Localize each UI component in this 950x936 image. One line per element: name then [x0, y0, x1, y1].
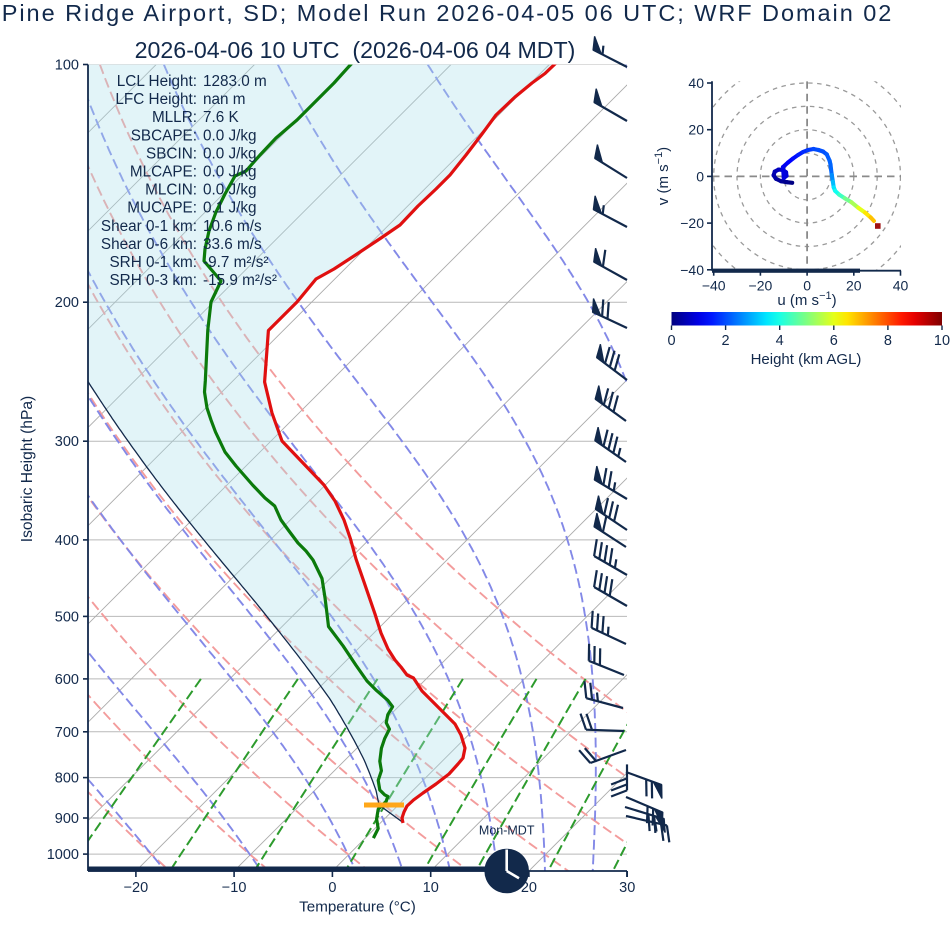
svg-text:MLLR:: MLLR: [152, 109, 197, 126]
svg-text:200: 200 [55, 295, 79, 311]
svg-text:0.0 J/kg: 0.0 J/kg [203, 145, 257, 162]
svg-text:-9.7 m²/s²: -9.7 m²/s² [203, 254, 268, 271]
svg-text:7.6 K: 7.6 K [203, 109, 240, 126]
svg-text:1000: 1000 [47, 847, 79, 863]
svg-text:SRH 0-1 km:: SRH 0-1 km: [109, 254, 197, 271]
svg-text:−40: −40 [702, 278, 726, 294]
svg-text:LCL Height:: LCL Height: [117, 73, 197, 90]
svg-text:0: 0 [667, 333, 675, 349]
svg-text:0: 0 [328, 880, 336, 896]
svg-text:SBCAPE:: SBCAPE: [131, 127, 197, 144]
svg-text:500: 500 [55, 609, 79, 625]
svg-text:8: 8 [884, 333, 892, 349]
svg-text:40: 40 [688, 75, 704, 91]
svg-text:nan m: nan m [203, 91, 246, 108]
svg-text:SBCIN:: SBCIN: [146, 145, 197, 162]
svg-text:300: 300 [55, 434, 79, 450]
svg-text:10: 10 [423, 880, 439, 896]
svg-text:4: 4 [776, 333, 784, 349]
svg-text:−20: −20 [749, 278, 773, 294]
svg-text:LFC Height:: LFC Height: [115, 91, 197, 108]
svg-text:0.1 J/kg: 0.1 J/kg [203, 200, 257, 217]
svg-text:20: 20 [846, 278, 862, 294]
svg-text:0.0 J/kg: 0.0 J/kg [203, 164, 257, 181]
svg-text:1283.0 m: 1283.0 m [203, 73, 267, 90]
svg-text:33.6 m/s: 33.6 m/s [203, 236, 262, 253]
svg-text:−40: −40 [680, 262, 704, 278]
svg-text:0.0 J/kg: 0.0 J/kg [203, 182, 257, 199]
svg-text:800: 800 [55, 771, 79, 787]
svg-text:−10: −10 [222, 880, 247, 896]
svg-text:40: 40 [893, 278, 909, 294]
svg-text:Shear 0-1 km:: Shear 0-1 km: [101, 218, 197, 235]
svg-text:SRH 0-3 km:: SRH 0-3 km: [109, 272, 197, 289]
svg-text:MLCIN:: MLCIN: [145, 182, 197, 199]
svg-text:2: 2 [722, 333, 730, 349]
svg-text:Height (km AGL): Height (km AGL) [751, 351, 862, 368]
svg-text:20: 20 [521, 880, 537, 896]
svg-text:0: 0 [696, 168, 704, 184]
svg-text:600: 600 [55, 672, 79, 688]
svg-text:0.0 J/kg: 0.0 J/kg [203, 127, 257, 144]
svg-text:2026-04-06 10 UTC (2026-04-06: 2026-04-06 10 UTC (2026-04-06 04 MDT) [135, 37, 576, 63]
svg-text:-15.9 m²/s²: -15.9 m²/s² [203, 272, 277, 289]
svg-text:Isobaric Height (hPa): Isobaric Height (hPa) [19, 396, 36, 542]
svg-text:900: 900 [55, 811, 79, 827]
svg-text:6: 6 [830, 333, 838, 349]
svg-text:0: 0 [803, 278, 811, 294]
svg-text:20: 20 [688, 122, 704, 138]
svg-text:Mon-MDT: Mon-MDT [479, 824, 535, 838]
svg-text:−20: −20 [680, 215, 704, 231]
svg-text:Temperature (°C): Temperature (°C) [299, 899, 416, 916]
svg-text:100: 100 [55, 58, 79, 74]
svg-text:Pine Ridge Airport, SD; Model: Pine Ridge Airport, SD; Model Run 2026-0… [2, 0, 894, 26]
svg-text:MUCAPE:: MUCAPE: [127, 200, 197, 217]
svg-text:10.6 m/s: 10.6 m/s [203, 218, 262, 235]
svg-text:30: 30 [619, 880, 635, 896]
svg-text:−20: −20 [124, 880, 149, 896]
svg-text:Shear 0-6 km:: Shear 0-6 km: [101, 236, 197, 253]
svg-text:400: 400 [55, 533, 79, 549]
svg-text:MLCAPE:: MLCAPE: [130, 164, 197, 181]
svg-text:10: 10 [934, 333, 950, 349]
svg-text:700: 700 [55, 725, 79, 741]
